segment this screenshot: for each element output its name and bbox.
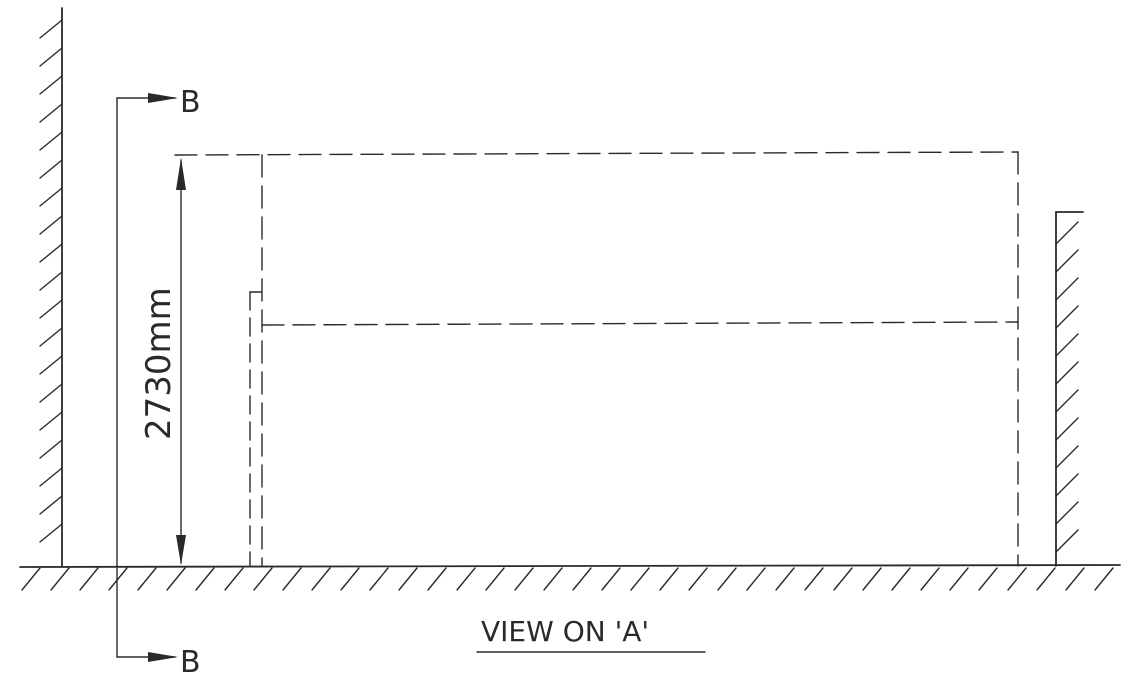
hatch-stroke: [39, 383, 63, 403]
hatch-stroke: [39, 159, 63, 179]
hatch-stroke: [1055, 249, 1079, 273]
hatch-stroke: [833, 567, 853, 591]
hatch-stroke: [717, 567, 737, 591]
hatch-stroke: [1055, 529, 1079, 553]
hatch-stroke: [891, 567, 911, 591]
hatch-stroke: [1055, 333, 1079, 357]
hatch-stroke: [1055, 445, 1079, 469]
hatch-stroke: [1055, 305, 1079, 329]
hatch-stroke: [1094, 567, 1114, 591]
hatch-stroke: [50, 567, 70, 591]
hatch-stroke: [630, 567, 650, 591]
dimension-arrow-bottom: [176, 535, 186, 565]
hatch-stroke: [39, 495, 63, 515]
hatch-stroke: [39, 187, 63, 207]
section-arrow-bottom: [148, 652, 178, 662]
hatch-stroke: [1055, 389, 1079, 413]
hatch-stroke: [39, 243, 63, 263]
hatch-stroke: [427, 567, 447, 591]
hatch-stroke: [572, 567, 592, 591]
dimension-arrow-top: [176, 158, 186, 190]
hatch-stroke: [39, 271, 63, 291]
hatch-stroke: [1036, 567, 1056, 591]
hatch-stroke: [688, 567, 708, 591]
hatch-stroke: [39, 467, 63, 487]
hatch-stroke: [746, 567, 766, 591]
hatch-stroke: [282, 567, 302, 591]
hatch-stroke: [253, 567, 273, 591]
floor: [19, 564, 1121, 591]
hatch-stroke: [340, 567, 360, 591]
left-wall-hatching: [39, 19, 63, 543]
hatch-stroke: [1007, 567, 1027, 591]
hatch-stroke: [920, 567, 940, 591]
hatch-stroke: [1055, 417, 1079, 441]
hatch-stroke: [39, 215, 63, 235]
hatch-stroke: [166, 567, 186, 591]
hatch-stroke: [369, 567, 389, 591]
hatch-stroke: [39, 131, 63, 151]
hatch-stroke: [39, 75, 63, 95]
section-marker-top: B: [180, 85, 201, 120]
hatch-stroke: [39, 327, 63, 347]
hatch-stroke: [195, 567, 215, 591]
hatch-stroke: [456, 567, 476, 591]
hatch-stroke: [1055, 473, 1079, 497]
floor-hatching: [21, 567, 1114, 591]
hatch-stroke: [804, 567, 824, 591]
dimension-label: 2730mm: [139, 287, 179, 440]
hatch-stroke: [39, 103, 63, 123]
hidden-unit-outline: [174, 151, 1019, 567]
hatch-stroke: [514, 567, 534, 591]
hatch-stroke: [39, 19, 63, 39]
height-dimension: 2730mm: [139, 158, 186, 565]
hatch-stroke: [1055, 221, 1079, 245]
hatch-stroke: [398, 567, 418, 591]
hatch-stroke: [39, 299, 63, 319]
hatch-stroke: [1055, 501, 1079, 525]
hatch-stroke: [39, 523, 63, 543]
view-title-group: VIEW ON 'A': [476, 615, 706, 653]
hatch-stroke: [1065, 567, 1085, 591]
hatch-stroke: [39, 411, 63, 431]
section-line-b-b: B B: [116, 85, 201, 680]
hatch-stroke: [39, 439, 63, 459]
view-title: VIEW ON 'A': [481, 615, 649, 648]
section-marker-bottom: B: [180, 645, 201, 680]
hatch-stroke: [862, 567, 882, 591]
hatch-stroke: [79, 567, 99, 591]
hatch-stroke: [949, 567, 969, 591]
hatch-stroke: [485, 567, 505, 591]
hatch-stroke: [311, 567, 331, 591]
hatch-stroke: [137, 567, 157, 591]
hatch-stroke: [108, 567, 128, 591]
hatch-stroke: [39, 47, 63, 67]
hatch-stroke: [21, 567, 41, 591]
hatch-stroke: [601, 567, 621, 591]
left-wall: [39, 7, 63, 567]
right-wall-hatching: [1055, 221, 1079, 553]
hatch-stroke: [1055, 361, 1079, 385]
hatch-stroke: [543, 567, 563, 591]
section-arrow-top: [148, 93, 178, 103]
hatch-stroke: [1055, 277, 1079, 301]
hatch-stroke: [224, 567, 244, 591]
hatch-stroke: [978, 567, 998, 591]
hatch-stroke: [775, 567, 795, 591]
hatch-stroke: [39, 355, 63, 375]
hatch-stroke: [659, 567, 679, 591]
right-wall: [1055, 211, 1084, 567]
